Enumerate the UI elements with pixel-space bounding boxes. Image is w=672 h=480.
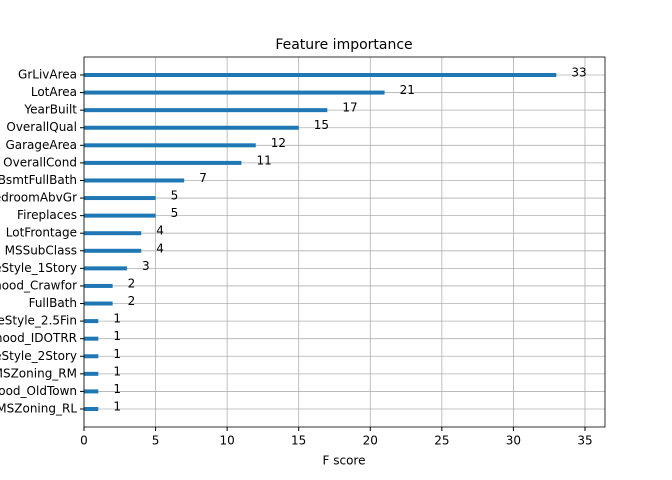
x-tick-label: 15 [291, 434, 306, 448]
bar [84, 143, 256, 148]
bar [84, 389, 99, 394]
bar [84, 407, 99, 411]
value-label: 11 [256, 153, 271, 167]
y-tick-label: FullBath [29, 296, 77, 310]
chart-title: Feature importance [275, 37, 412, 53]
bar [84, 266, 127, 271]
value-label: 7 [199, 171, 207, 185]
bar [84, 248, 142, 253]
bar [84, 354, 99, 359]
bar [84, 90, 385, 95]
value-label: 2 [128, 276, 136, 290]
x-tick-label: 5 [152, 434, 160, 448]
y-tick-label: Neighborhood_Crawfor [0, 278, 77, 292]
bar [84, 196, 156, 201]
y-tick-label: BsmtFullBath [0, 173, 77, 187]
y-tick-label: HouseStyle_1Story [0, 261, 77, 275]
y-tick-label: HouseStyle_2Story [0, 349, 77, 363]
y-tick-label: MSZoning_RM [0, 366, 77, 380]
value-label: 4 [156, 241, 164, 255]
value-label: 1 [113, 329, 121, 343]
value-label: 17 [342, 101, 357, 115]
bar [84, 301, 113, 306]
y-tick-label: OverallCond [3, 155, 77, 169]
value-label: 4 [156, 224, 164, 238]
y-tick-label: Neighborhood_OldTown [0, 384, 77, 398]
bar [84, 125, 299, 130]
value-label: 5 [171, 206, 179, 220]
bar [84, 319, 99, 324]
x-axis-label: F score [323, 454, 366, 468]
value-label: 1 [113, 364, 121, 378]
bar [84, 371, 99, 376]
y-tick-label: GarageArea [5, 138, 77, 152]
bar [84, 178, 185, 183]
bar [84, 213, 156, 218]
y-tick-label: Fireplaces [17, 208, 77, 222]
value-label: 3 [142, 259, 150, 273]
value-label: 1 [113, 347, 121, 361]
value-label: 15 [314, 118, 329, 132]
plot-frame [83, 56, 606, 428]
y-tick-label: MSZoning_RL [0, 402, 77, 416]
x-tick-label: 20 [363, 434, 378, 448]
bar [84, 73, 557, 77]
y-tick-label: BedroomAbvGr [0, 191, 77, 205]
value-label: 12 [271, 136, 286, 150]
x-tick-label: 35 [577, 434, 592, 448]
value-label: 2 [128, 294, 136, 308]
bar [84, 160, 242, 165]
y-tick-label: LotFrontage [6, 226, 77, 240]
value-label: 21 [400, 83, 415, 97]
y-tick-label: LotArea [31, 85, 77, 99]
bar [84, 108, 328, 113]
bar [84, 336, 99, 341]
x-tick-label: 0 [80, 434, 88, 448]
value-label: 33 [571, 66, 586, 80]
y-tick-label: MSSubClass [5, 243, 77, 257]
value-label: 5 [171, 189, 179, 203]
y-tick-label: Neighborhood_IDOTRR [0, 331, 77, 345]
y-tick-label: GrLivArea [18, 68, 77, 82]
y-tick-label: HouseStyle_2.5Fin [0, 314, 77, 328]
value-label: 1 [113, 400, 121, 414]
value-label: 1 [113, 382, 121, 396]
bar [84, 283, 113, 288]
x-tick-label: 30 [506, 434, 521, 448]
value-label: 1 [113, 312, 121, 326]
x-tick-label: 25 [434, 434, 449, 448]
y-tick-label: OverallQual [6, 120, 77, 134]
bar [84, 231, 142, 236]
x-tick-label: 10 [219, 434, 234, 448]
y-tick-label: YearBuilt [23, 103, 77, 117]
